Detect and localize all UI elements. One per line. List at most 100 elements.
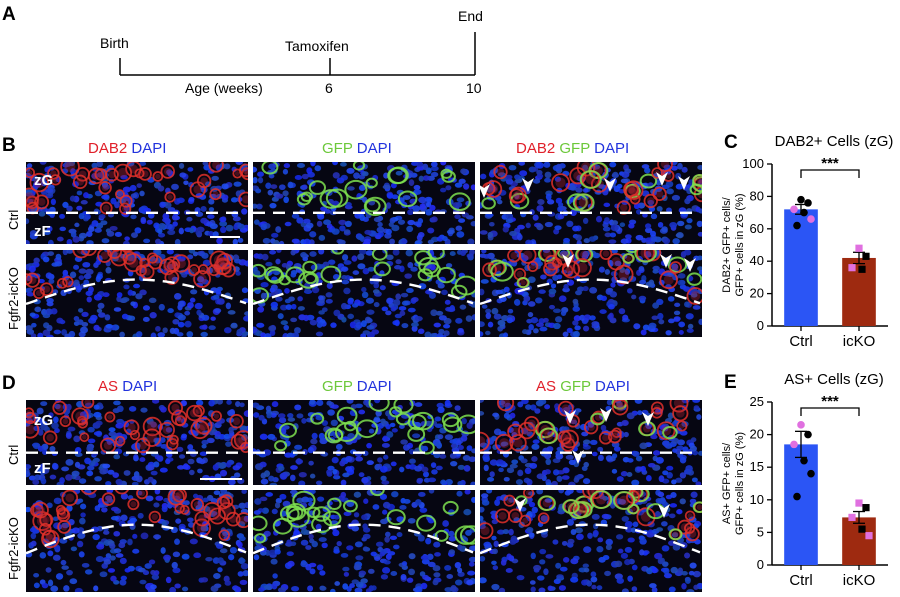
d-icko-as-image-render <box>26 490 248 592</box>
b-zone-zg: zG <box>34 172 54 189</box>
bar-ctrl <box>784 209 818 326</box>
b-icko-dab2-image-render <box>26 250 248 337</box>
d-zone-zf: zF <box>34 460 51 477</box>
x-tick-label: Ctrl <box>789 572 812 589</box>
data-point <box>800 456 808 465</box>
timeline-tamoxifen-label: Tamoxifen <box>285 38 349 54</box>
d-row-label-icko: Fgfr2-icKO <box>6 517 21 580</box>
d-ctrl-as-image <box>26 400 248 485</box>
b-icko-merge-image-render <box>480 250 702 337</box>
d-header-2: GFP DAPI <box>322 378 392 395</box>
data-point <box>790 205 798 214</box>
d-h3-gfp: GFP <box>560 378 591 395</box>
y-tick-label: 40 <box>750 253 764 268</box>
y-tick-label: 5 <box>757 524 764 539</box>
panel-letter-a: A <box>2 4 16 25</box>
b-icko-dab2-image <box>26 250 248 337</box>
significance-label: *** <box>821 393 839 410</box>
x-tick-label: icKO <box>843 333 876 350</box>
d-zone-zg: zG <box>34 412 54 429</box>
d-ctrl-as-image-render <box>26 400 248 485</box>
d-h2-stain: GFP <box>322 378 353 395</box>
b-row-label-ctrl: Ctrl <box>6 209 21 230</box>
arrowhead-icon <box>480 184 490 198</box>
bar-icko <box>842 517 876 565</box>
panel-letter-b: B <box>2 135 16 156</box>
b-header-3: DAB2 GFP DAPI <box>516 140 629 157</box>
y-tick-label: 20 <box>750 286 764 301</box>
d-ctrl-gfp-image <box>253 400 475 485</box>
arrowhead-icon <box>642 412 654 426</box>
data-point <box>797 421 805 429</box>
d-scale-bar <box>200 478 242 480</box>
y-tick-label: 80 <box>750 188 764 203</box>
y-tick-label: 60 <box>750 221 764 236</box>
b-ctrl-merge-image <box>480 162 702 244</box>
b-ctrl-merge-image-render <box>480 162 702 244</box>
chart-c-svg: DAB2+ Cells (zG) 0 20 40 60 80 100 DAB2+ GFP+ c… <box>721 133 893 350</box>
d-header-1: AS DAPI <box>98 378 157 395</box>
b-h3-stain: DAB2 <box>516 140 556 157</box>
y-tick-label: 10 <box>750 492 764 507</box>
timeline-end-label: End <box>458 8 483 24</box>
data-point <box>855 499 863 507</box>
b-h3-gfp: GFP <box>559 140 590 157</box>
y-tick-label: 15 <box>750 459 764 474</box>
d-h2-dapi: DAPI <box>356 378 392 395</box>
significance-bracket <box>800 407 860 416</box>
data-point <box>790 440 798 449</box>
timeline-tick-6: 6 <box>325 80 333 96</box>
d-h1-dapi: DAPI <box>122 378 158 395</box>
b-header-2: GFP DAPI <box>322 140 392 157</box>
data-point <box>807 469 815 478</box>
b-ctrl-gfp-image <box>253 162 475 244</box>
data-point <box>793 492 801 501</box>
b-h3-dapi: DAPI <box>594 140 630 157</box>
panel-letter-d: D <box>2 373 16 394</box>
arrowhead-icon <box>522 178 534 192</box>
arrowhead-icon <box>514 498 526 512</box>
d-h1-stain: AS <box>98 378 119 395</box>
panel-letter-c: C <box>724 132 738 153</box>
d-h3-stain: AS <box>536 378 557 395</box>
timeline-axis <box>119 32 476 76</box>
chart-title: AS+ Cells (zG) <box>784 371 884 388</box>
panel-letter-e: E <box>724 372 737 393</box>
y-tick-label: 25 <box>750 394 764 409</box>
significance-label: *** <box>821 155 839 172</box>
data-point <box>793 221 801 230</box>
data-point <box>800 208 808 217</box>
y-tick-label: 100 <box>742 156 764 171</box>
data-point <box>797 195 805 204</box>
b-ctrl-gfp-image-render <box>253 162 475 244</box>
data-point <box>807 215 815 223</box>
y-tick-label: 0 <box>757 557 764 572</box>
arrowhead-icon <box>600 408 612 422</box>
y-axis-label: GFP+ cells in zG (%) <box>734 194 746 297</box>
d-header-3: AS GFP DAPI <box>536 378 630 395</box>
y-tick-label: 0 <box>757 318 764 333</box>
b-zone-zf: zF <box>34 223 51 240</box>
b-h1-stain: DAB2 <box>88 140 128 157</box>
chart-e: AS+ Cells (zG) 0 5 10 15 20 25 AS+ GFP+ cells/G… <box>716 368 900 597</box>
data-point <box>858 525 866 533</box>
d-ctrl-gfp-image-render <box>253 400 475 485</box>
b-icko-merge-image <box>480 250 702 337</box>
b-h1-dapi: DAPI <box>131 140 167 157</box>
arrowhead-icon <box>684 258 696 272</box>
arrowhead-icon <box>572 450 584 464</box>
y-axis-label: GFP+ cells in zG (%) <box>734 432 746 535</box>
b-h2-stain: GFP <box>322 140 353 157</box>
data-point <box>848 513 856 522</box>
d-icko-gfp-image <box>253 490 475 592</box>
b-ctrl-dab2-image <box>26 162 248 244</box>
data-point <box>862 252 870 260</box>
data-point <box>855 244 863 252</box>
d-h3-dapi: DAPI <box>594 378 630 395</box>
b-header-1: DAB2 DAPI <box>88 140 166 157</box>
x-tick-label: Ctrl <box>789 333 812 350</box>
b-ctrl-dab2-image-render <box>26 162 248 244</box>
b-icko-gfp-image <box>253 250 475 337</box>
b-icko-gfp-image-render <box>253 250 475 337</box>
chart-e-svg: AS+ Cells (zG) 0 5 10 15 20 25 AS+ GFP+ cells/G… <box>721 371 888 589</box>
